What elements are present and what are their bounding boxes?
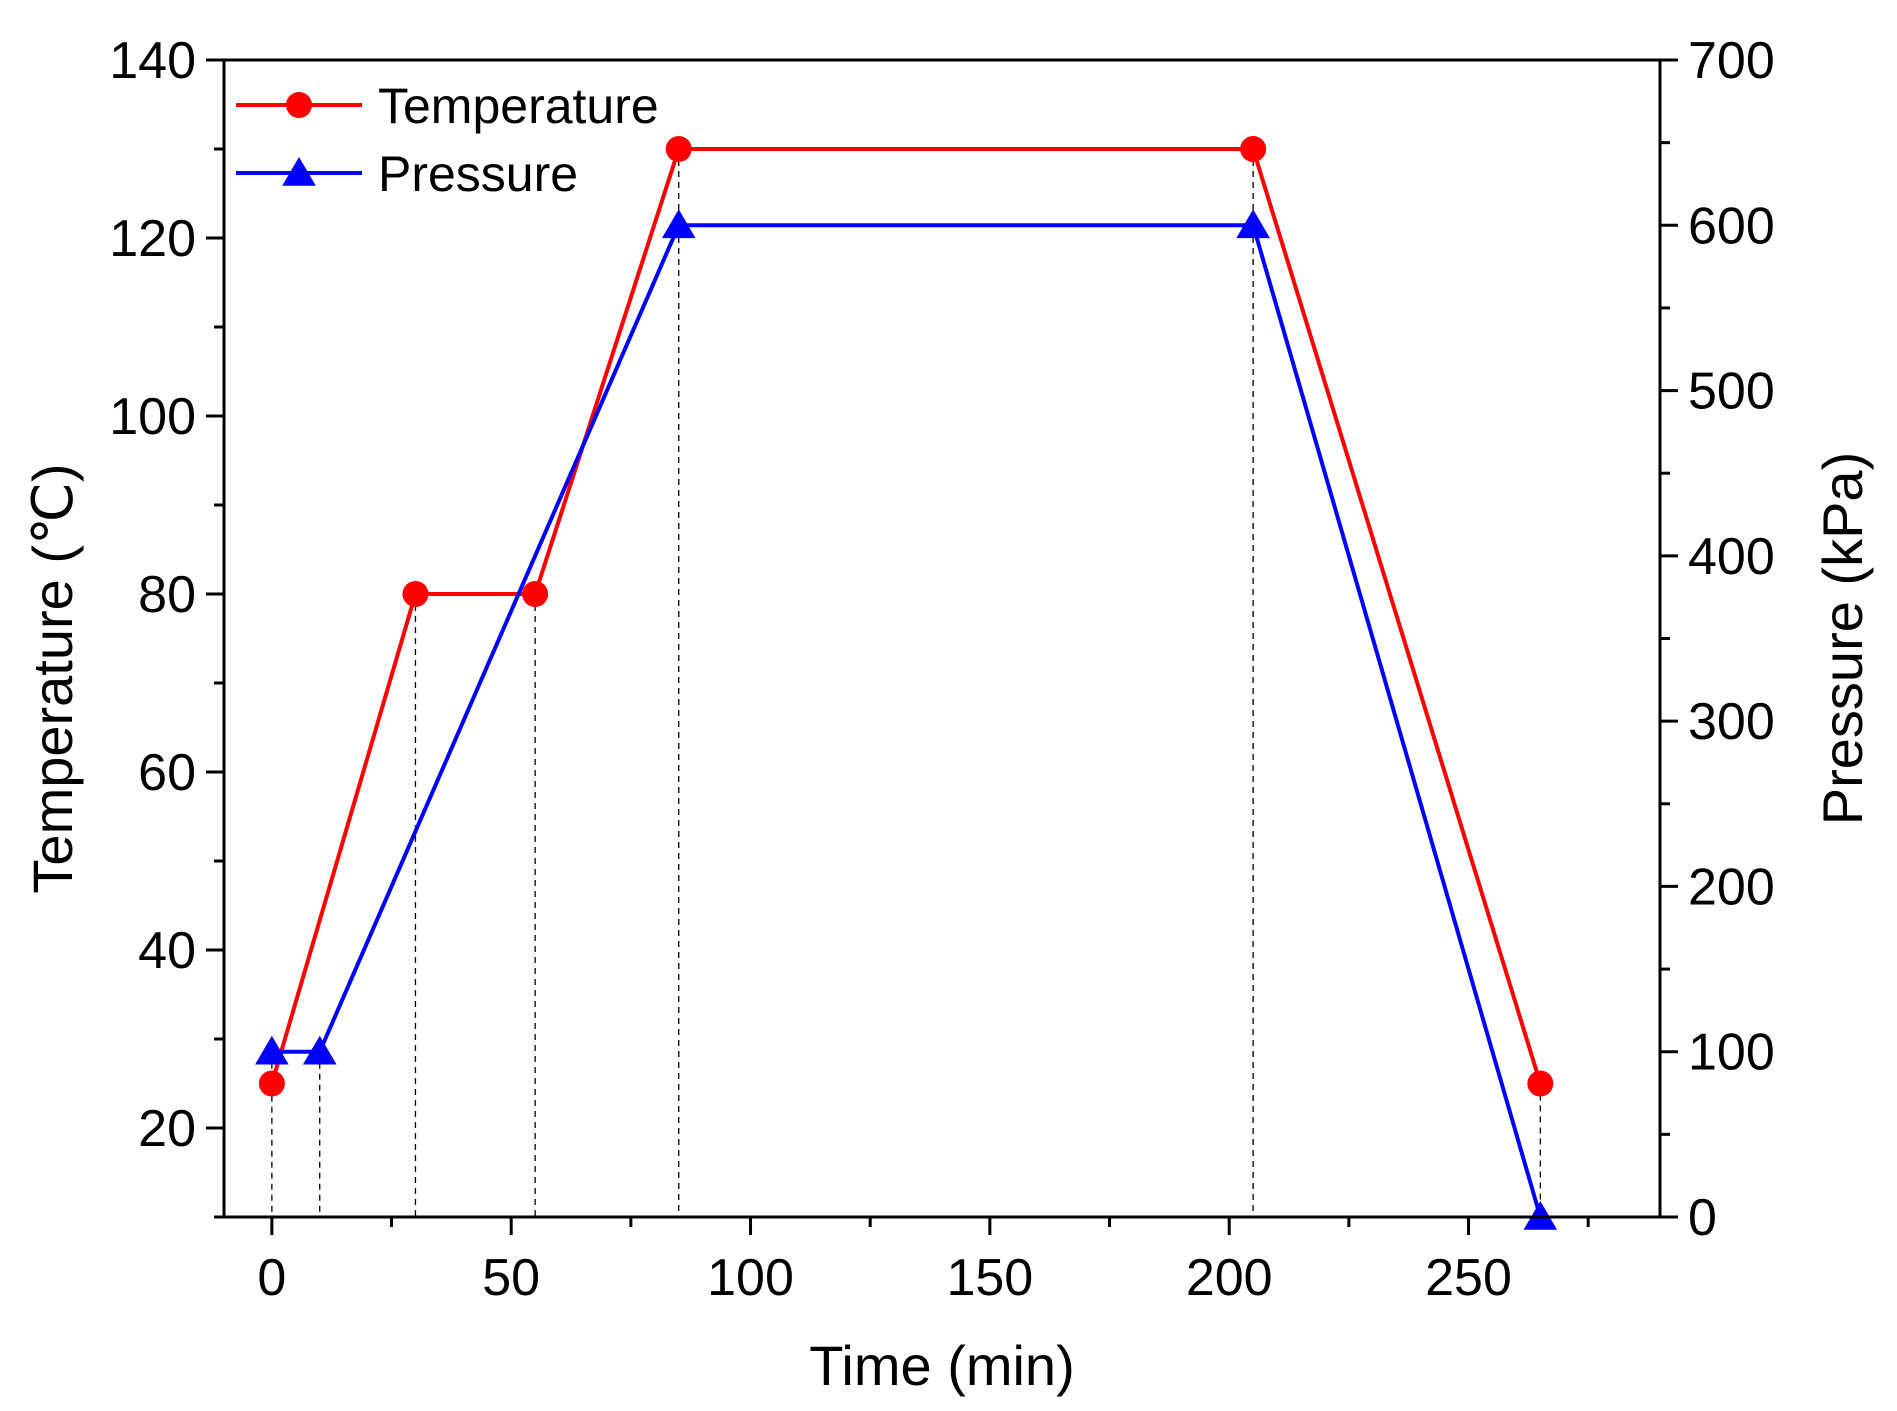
temperature-point (665, 136, 692, 162)
temperature-point (522, 581, 549, 607)
y-left-tick-label: 80 (138, 566, 196, 624)
axes: 0 50 100 150 200 250 20 40 60 80 100 120 140 0 100 200 3… (109, 32, 1775, 1307)
temperature-point (1240, 136, 1267, 162)
pressure-point (1523, 1201, 1558, 1230)
pressure-point (1236, 209, 1270, 239)
x-tick-label: 200 (1186, 1249, 1273, 1307)
y-left-axis-title: Temperature (℃) (21, 463, 84, 893)
pressure-point (302, 1035, 337, 1065)
temperature-point (258, 1070, 285, 1097)
y-right-tick-label: 500 (1688, 363, 1775, 421)
temperature-point (402, 581, 429, 607)
series-layer (255, 136, 1558, 1230)
x-tick-label: 50 (482, 1249, 540, 1307)
x-tick-label: 0 (257, 1249, 286, 1307)
y-right-axis-title: Pressure (kPa) (1811, 452, 1874, 825)
series-temperature (258, 136, 1554, 1097)
plot-frame (222, 58, 1662, 1219)
y-right-tick-label: 400 (1688, 528, 1775, 586)
series-pressure (255, 209, 1558, 1230)
y-right-tick-label: 200 (1688, 858, 1775, 916)
y-left-tick-label: 120 (109, 210, 196, 268)
y-left-tick-label: 60 (138, 744, 196, 802)
series-line-temperature (269, 147, 1543, 1085)
legend-label: Pressure (378, 146, 578, 202)
y-left-tick-label: 100 (109, 388, 196, 446)
legend: Temperature Pressure (236, 78, 659, 202)
y-left-tick-label: 140 (109, 32, 196, 90)
y-right-tick-label: 300 (1688, 693, 1775, 751)
legend-label: Temperature (378, 78, 659, 134)
x-tick-label: 100 (707, 1249, 794, 1307)
y-right-tick-label: 100 (1688, 1024, 1775, 1082)
series-line-pressure (271, 223, 1543, 1218)
legend-triangle-marker (282, 157, 316, 186)
x-tick-label: 250 (1425, 1249, 1512, 1307)
temperature-point (1527, 1070, 1554, 1097)
legend-circle-marker (286, 92, 312, 118)
y-left-tick-label: 20 (138, 1100, 196, 1158)
y-left-tick-label: 40 (138, 922, 196, 980)
pressure-point (255, 1035, 289, 1065)
x-tick-label: 150 (946, 1249, 1033, 1307)
pressure-point (661, 209, 696, 239)
y-right-tick-label: 0 (1688, 1189, 1717, 1247)
y-right-tick-label: 700 (1688, 32, 1775, 90)
x-axis-title: Time (min) (809, 1334, 1074, 1397)
vertical-guide-lines (271, 149, 1541, 1217)
y-right-tick-label: 600 (1688, 197, 1775, 255)
